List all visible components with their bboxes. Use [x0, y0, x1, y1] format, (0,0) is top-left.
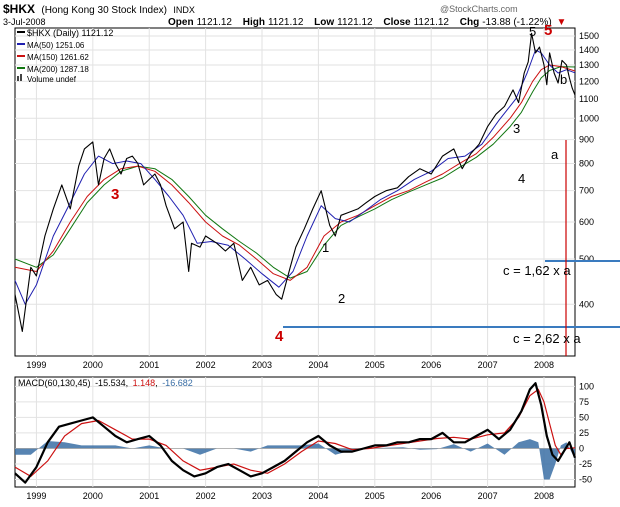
price-y-tick-label: 700	[579, 186, 594, 196]
macd-y-tick-label: 75	[579, 397, 589, 407]
macd-y-tick-label: 50	[579, 412, 589, 422]
wave-label-2: 2	[338, 291, 345, 306]
price-x-axis: 1999 2000 2001 2002 2003 2004 2005 2006 2007 2008	[26, 360, 554, 370]
price-x-tick-label: 2003	[252, 360, 272, 370]
price-y-tick-label: 1500	[579, 31, 599, 41]
wave-label-5: 5	[529, 24, 536, 39]
price-panel-frame	[14, 27, 576, 357]
macd-x-tick-label: 1999	[26, 491, 46, 501]
legend-swatch-ma50	[17, 43, 25, 45]
price-x-tick-label: 2004	[308, 360, 328, 370]
macd-x-tick-label: 2003	[252, 491, 272, 501]
price-line	[14, 32, 576, 332]
macd-x-tick-label: 2005	[365, 491, 385, 501]
target-label-c1: c = 1,62 x a	[503, 263, 571, 278]
price-y-tick-label: 1100	[579, 94, 598, 104]
wave-label-5-major: 5	[544, 22, 552, 39]
macd-y-tick-label: 25	[579, 428, 589, 438]
price-y-tick-label: 900	[579, 135, 594, 145]
macd-signal-line	[14, 388, 576, 478]
price-series-layer	[14, 32, 576, 332]
quote-ohlc: Open 1121.12 High 1121.12 Low 1121.12 Close…	[168, 17, 566, 28]
price-y-tick-label: 500	[579, 254, 594, 264]
price-y-tick-label: 1300	[579, 60, 599, 70]
legend-volume: Volume undef	[27, 75, 77, 84]
quote-date: 3-Jul-2008	[3, 17, 46, 27]
macd-x-tick-label: 2008	[534, 491, 554, 501]
ma200-line	[14, 66, 576, 279]
wave-label-a: a	[551, 147, 559, 162]
price-x-tick-label: 2007	[478, 360, 498, 370]
macd-y-tick-label: -50	[579, 475, 592, 485]
price-x-tick-label: 2005	[365, 360, 385, 370]
legend-swatch-ma150	[17, 55, 25, 57]
macd-x-tick-label: 2001	[139, 491, 159, 501]
macd-y-tick-label: 100	[579, 381, 594, 391]
legend-swatch-ma200	[17, 67, 25, 69]
price-x-tick-label: 2000	[83, 360, 103, 370]
legend-price: $HKX (Daily) 1121.12	[27, 28, 113, 38]
legend-ma150: MA(150) 1261.62	[27, 53, 89, 62]
ma150-line	[14, 64, 576, 281]
price-y-tick-label: 1000	[579, 113, 599, 123]
macd-legend: MACD(60,130,45) -15.534, 1.148, -16.682	[18, 378, 193, 388]
macd-series-layer	[14, 382, 577, 484]
price-y-axis: 400 500 600 700 800 900 1000 1100 1200 1300 1400 15…	[579, 31, 599, 309]
macd-x-tick-label: 2004	[308, 491, 328, 501]
price-y-tick-label: 1200	[579, 76, 599, 86]
macd-x-tick-label: 2007	[478, 491, 498, 501]
legend-ma200: MA(200) 1287.18	[27, 65, 89, 74]
macd-x-tick-label: 2006	[421, 491, 441, 501]
wave-label-3-major: 3	[111, 186, 119, 203]
volume-icon-bar	[20, 74, 22, 81]
volume-icon	[17, 76, 19, 81]
legend-swatch-price	[17, 31, 25, 33]
wave-label-b: b	[560, 72, 567, 87]
macd-x-tick-label: 2002	[196, 491, 216, 501]
price-x-tick-label: 2008	[534, 360, 554, 370]
macd-y-axis: 100 75 50 25 0 -25 -50	[579, 381, 594, 484]
wave-label-1: 1	[322, 240, 329, 255]
watermark: @StockCharts.com	[440, 4, 518, 14]
wave-label-4-major: 4	[275, 328, 284, 345]
price-y-tick-label: 600	[579, 217, 594, 227]
wave-label-4: 4	[518, 171, 525, 186]
macd-histogram-area	[15, 439, 575, 480]
legend-ma50: MA(50) 1251.06	[27, 41, 85, 50]
price-y-tick-label: 400	[579, 299, 594, 309]
macd-line	[14, 382, 577, 484]
price-x-tick-label: 2001	[139, 360, 159, 370]
macd-x-tick-label: 2000	[83, 491, 103, 501]
price-x-tick-label: 1999	[26, 360, 46, 370]
macd-y-tick-label: 0	[579, 443, 584, 453]
ma50-line	[14, 49, 576, 305]
price-x-tick-label: 2006	[421, 360, 441, 370]
macd-y-tick-label: -25	[579, 459, 592, 469]
price-y-tick-label: 800	[579, 159, 594, 169]
wave-label-3: 3	[513, 121, 520, 136]
price-grid	[15, 28, 575, 356]
symbol-title: $HKX (Hong Kong 30 Stock Index) INDX	[3, 2, 195, 16]
price-y-tick-label: 1400	[579, 45, 599, 55]
price-legend: $HKX (Daily) 1121.12 MA(50) 1251.06 MA(1…	[17, 28, 113, 84]
macd-x-axis: 1999 2000 2001 2002 2003 2004 2005 2006 2007 2008	[26, 491, 554, 501]
price-x-tick-label: 2002	[196, 360, 216, 370]
target-label-c2: c = 2,62 x a	[513, 331, 581, 346]
